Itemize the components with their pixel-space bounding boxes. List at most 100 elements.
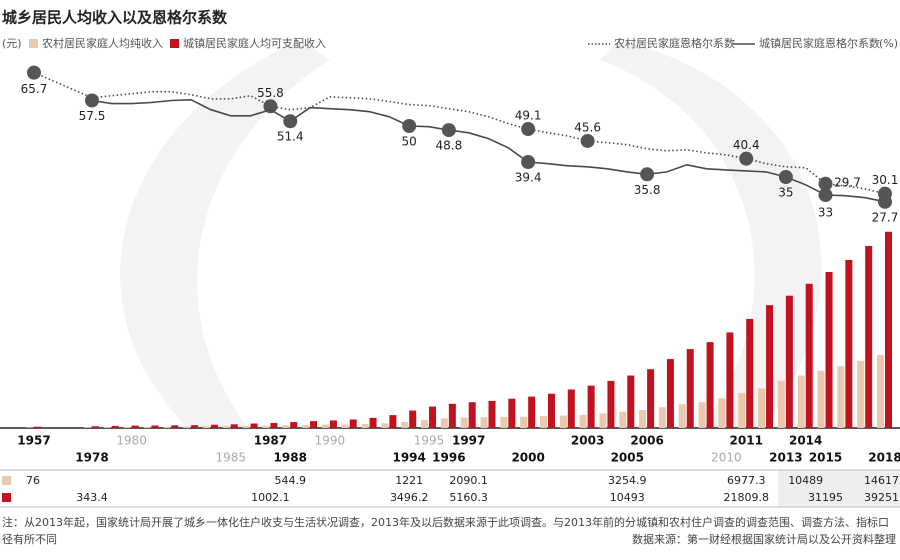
bar	[361, 424, 369, 428]
bar	[123, 427, 131, 428]
point	[640, 167, 655, 182]
x-tick-label: 2018	[868, 451, 900, 465]
point-label: 48.8	[435, 139, 462, 153]
x-tick-label: 1994	[392, 451, 425, 465]
point-label: 40.4	[733, 138, 760, 152]
bar	[857, 360, 865, 428]
source: 数据来源：第一财经根据国家统计局以及公开资料整理	[626, 531, 896, 548]
bar	[520, 416, 528, 428]
value-label: 39251	[864, 491, 899, 504]
bar	[480, 417, 488, 428]
bar	[647, 369, 655, 428]
bar	[817, 370, 825, 428]
x-tick-label: 2000	[511, 451, 544, 465]
bar	[409, 410, 417, 428]
x-tick-label: 1996	[432, 451, 465, 465]
bar	[726, 332, 734, 428]
bar	[171, 425, 179, 428]
bar	[500, 416, 508, 428]
bar	[468, 402, 476, 428]
bar	[805, 283, 813, 428]
bar	[329, 420, 337, 428]
x-tick-label: 2003	[571, 434, 604, 448]
bar	[270, 422, 278, 428]
bar	[250, 423, 258, 428]
bar	[587, 385, 595, 428]
y-axis-unit: (元)	[2, 37, 22, 50]
bar	[151, 425, 159, 428]
bar	[885, 231, 892, 428]
bar	[658, 407, 666, 428]
x-tick-label: 1980	[116, 434, 147, 448]
bar	[341, 424, 349, 428]
bar	[746, 318, 754, 428]
bar	[758, 388, 766, 428]
value-label: 10489	[788, 474, 823, 487]
bar	[421, 420, 429, 428]
bar	[262, 425, 270, 428]
bar	[310, 421, 318, 428]
point	[402, 119, 417, 133]
bar	[429, 406, 437, 428]
chart-title: 城乡居民人均收入以及恩格尔系数	[2, 9, 228, 27]
point	[521, 122, 536, 137]
point-label: 35.8	[634, 183, 661, 197]
bar	[163, 426, 171, 428]
x-tick-label: 2013	[769, 451, 802, 465]
chart: 城乡居民人均收入以及恩格尔系数 (元) (%) 农村居民家庭人均纯收入 城镇居民家…	[0, 9, 900, 508]
bar	[290, 422, 298, 428]
bar	[111, 425, 119, 428]
bar	[627, 375, 635, 428]
x-tick-label: 1997	[452, 434, 485, 448]
bar	[738, 393, 746, 428]
bar	[766, 305, 774, 428]
bar	[302, 424, 310, 428]
bar	[210, 424, 218, 428]
x-tick-label: 1987	[254, 434, 287, 448]
value-label: 3496.2	[390, 491, 429, 504]
point	[85, 93, 99, 108]
value-label: 544.9	[275, 474, 307, 487]
bar	[877, 354, 884, 428]
legend-label: 城镇居民家庭恩格尔系数	[759, 36, 880, 50]
value-label: 3254.9	[608, 474, 647, 487]
bar	[369, 417, 377, 428]
bar	[567, 389, 575, 428]
bar	[202, 426, 210, 428]
point	[580, 133, 595, 148]
bar	[607, 380, 615, 428]
value-label: 6977.3	[727, 474, 766, 487]
value-label: 31195	[808, 491, 843, 504]
value-label: 5160.3	[449, 491, 488, 504]
bar	[837, 366, 845, 428]
value-label: 2090.1	[449, 474, 488, 487]
legend-swatch	[29, 39, 38, 48]
x-tick-label: 1988	[274, 451, 307, 465]
x-tick-label: 1978	[75, 451, 108, 465]
bar	[349, 419, 357, 428]
bar	[539, 416, 547, 428]
row-swatch	[2, 493, 11, 502]
watermark	[120, 40, 330, 430]
x-tick-label: 1957	[17, 434, 50, 448]
y2-axis-unit: (%)	[879, 37, 898, 50]
x-tick-label: 1995	[414, 434, 445, 448]
point	[818, 188, 833, 203]
bar	[528, 396, 536, 428]
bar	[698, 402, 706, 428]
point	[878, 194, 892, 209]
point	[27, 65, 41, 80]
bar	[321, 424, 329, 428]
bar	[797, 375, 805, 428]
point-label: 39.4	[515, 171, 542, 185]
point-label: 29.7	[834, 176, 861, 190]
value-label: 21809.8	[723, 491, 769, 504]
point-label: 27.7	[872, 210, 899, 224]
point-label: 49.1	[515, 109, 542, 123]
legend-swatch	[170, 39, 179, 48]
bar	[381, 423, 389, 428]
bar	[845, 259, 853, 428]
bar	[183, 426, 191, 428]
bar	[34, 426, 41, 428]
bar	[718, 398, 726, 428]
